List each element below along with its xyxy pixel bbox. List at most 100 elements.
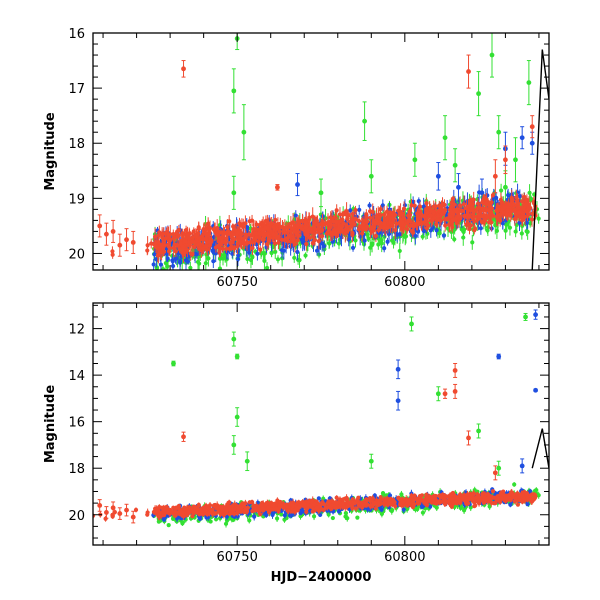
data-point: [479, 190, 485, 196]
data-point: [248, 257, 254, 263]
data-point: [468, 198, 473, 203]
data-point: [188, 265, 193, 270]
data-point: [244, 241, 249, 246]
data-point: [186, 235, 191, 240]
data-point: [157, 230, 162, 235]
data-point: [345, 229, 350, 234]
data-point: [372, 220, 378, 226]
data-point: [424, 219, 429, 224]
data-point: [502, 205, 507, 210]
data-point: [366, 236, 371, 241]
data-point: [275, 257, 281, 262]
data-point: [172, 242, 177, 247]
data-point: [232, 246, 237, 251]
data-point: [461, 202, 467, 207]
data-point: [362, 118, 367, 124]
data-point: [235, 244, 240, 249]
data-point: [319, 234, 325, 239]
data-point: [292, 228, 298, 233]
plot-area: [93, 309, 549, 528]
y-tick-label: 16: [68, 27, 85, 42]
data-point: [393, 228, 398, 233]
data-point: [271, 232, 276, 237]
data-point: [529, 140, 535, 146]
data-point: [197, 241, 202, 247]
data-point: [529, 124, 535, 130]
data-point: [343, 511, 348, 516]
data-point: [232, 227, 238, 232]
data-point: [217, 230, 223, 235]
data-point: [97, 223, 103, 229]
data-point: [316, 227, 322, 232]
data-point: [211, 259, 216, 264]
data-point: [209, 239, 214, 245]
data-point: [339, 226, 344, 231]
data-point: [401, 216, 406, 221]
data-point: [424, 206, 429, 212]
data-point: [303, 253, 308, 258]
data-point: [297, 258, 302, 263]
data-point: [117, 242, 123, 248]
data-point: [376, 242, 381, 247]
data-point: [319, 221, 324, 227]
data-point: [405, 227, 410, 232]
data-point: [288, 221, 293, 226]
data-point: [177, 260, 183, 265]
data-point: [489, 220, 494, 225]
top-panel: 60750 60800 16 17 18 19 20 Magnitude: [43, 27, 550, 290]
data-point: [231, 190, 237, 196]
data-point: [520, 217, 525, 223]
data-point: [368, 209, 373, 214]
data-point: [240, 223, 245, 228]
data-point: [279, 512, 284, 517]
data-point: [369, 242, 375, 248]
data-point: [230, 232, 235, 237]
data-point: [459, 208, 464, 213]
data-point: [192, 240, 197, 245]
data-point: [164, 273, 168, 277]
data-point: [245, 256, 250, 262]
data-point: [469, 206, 475, 212]
y-axis-label: Magnitude: [43, 112, 58, 191]
data-point: [489, 52, 495, 58]
data-point: [231, 88, 237, 94]
data-point: [341, 221, 346, 226]
data-point: [481, 213, 487, 218]
data-point: [348, 224, 353, 229]
data-point: [385, 239, 390, 244]
data-point: [384, 209, 390, 214]
data-point: [500, 221, 505, 226]
data-point: [215, 225, 220, 231]
data-point: [420, 510, 426, 515]
data-point: [230, 251, 235, 256]
data-point: [204, 231, 209, 236]
data-point: [411, 224, 417, 229]
data-point: [196, 226, 201, 232]
data-point: [213, 517, 219, 522]
data-point: [442, 217, 447, 222]
data-point: [536, 216, 541, 221]
data-point: [449, 204, 454, 209]
data-point: [171, 231, 176, 237]
data-point: [368, 173, 374, 179]
data-point: [370, 225, 376, 230]
data-point: [260, 237, 265, 242]
data-point: [503, 184, 508, 190]
data-point: [211, 227, 216, 232]
data-point: [334, 208, 339, 213]
data-point: [437, 203, 442, 208]
data-point: [513, 157, 518, 163]
data-point: [236, 253, 241, 258]
data-point: [295, 182, 300, 187]
data-point: [308, 226, 313, 231]
data-point: [110, 229, 116, 234]
data-point: [279, 248, 285, 253]
data-point: [250, 245, 255, 251]
data-point: [178, 242, 183, 247]
data-point: [519, 231, 524, 236]
data-point: [492, 173, 498, 179]
data-point: [428, 228, 433, 233]
data-point: [382, 221, 387, 226]
